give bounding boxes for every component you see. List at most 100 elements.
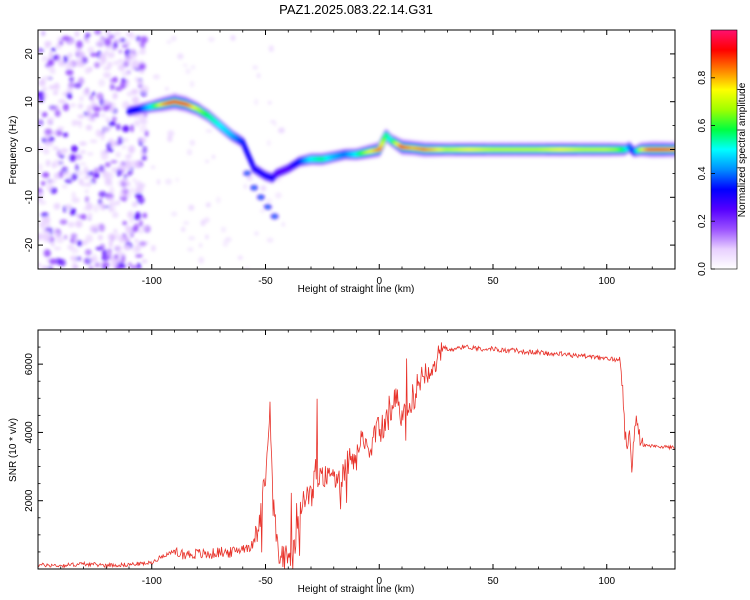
noise-speckle	[140, 137, 147, 144]
snr-x-label: Height of straight line (km)	[298, 584, 415, 595]
noise-speckle	[63, 55, 68, 64]
noise-speckle	[275, 192, 282, 199]
noise-speckle	[75, 40, 83, 49]
noise-speckle	[207, 202, 211, 208]
noise-speckle	[98, 202, 105, 210]
noise-speckle	[75, 220, 83, 228]
noise-speckle	[68, 76, 75, 83]
noise-speckle	[100, 132, 105, 141]
noise-speckle	[52, 146, 59, 151]
ridge-cell	[244, 151, 250, 154]
noise-speckle	[69, 207, 74, 216]
noise-speckle	[138, 220, 143, 227]
noise-speckle	[67, 82, 76, 89]
ridge-cell	[272, 173, 278, 177]
noise-speckle	[59, 154, 65, 159]
ridge-branch-cell	[258, 195, 263, 199]
noise-speckle	[114, 245, 122, 251]
noise-speckle	[48, 117, 56, 121]
noise-speckle	[256, 73, 261, 79]
noise-speckle	[126, 91, 134, 97]
noise-speckle	[182, 63, 188, 67]
noise-speckle	[104, 105, 110, 110]
noise-speckle	[41, 181, 46, 186]
noise-speckle	[122, 125, 130, 133]
noise-speckle	[110, 160, 118, 164]
y-tick-label: 10	[24, 96, 35, 108]
noise-speckle	[38, 48, 45, 53]
noise-speckle	[265, 198, 273, 204]
noise-speckle	[99, 164, 105, 173]
noise-speckle	[38, 200, 47, 205]
noise-speckle	[49, 106, 57, 112]
noise-speckle	[138, 241, 147, 246]
y-tick-label: -10	[24, 190, 35, 205]
noise-speckle	[71, 197, 80, 204]
noise-speckle	[52, 55, 58, 60]
noise-speckle	[132, 178, 137, 182]
noise-speckle	[187, 247, 194, 252]
x-tick-label: 0	[376, 276, 382, 287]
noise-speckle	[94, 111, 100, 118]
noise-speckle	[167, 130, 175, 137]
noise-speckle	[94, 262, 101, 268]
noise-speckle	[208, 37, 215, 42]
snr-y-label: SNR (10 * v/v)	[8, 418, 19, 482]
noise-speckle	[67, 62, 74, 67]
noise-speckle	[266, 237, 274, 243]
noise-speckle	[75, 256, 82, 262]
ridge-cell	[250, 164, 256, 167]
noise-speckle	[109, 141, 116, 148]
x-tick-label: 50	[487, 276, 499, 287]
noise-speckle	[156, 179, 161, 185]
noise-speckle	[254, 98, 259, 106]
noise-speckle	[125, 226, 132, 235]
noise-speckle	[142, 212, 147, 219]
noise-speckle	[106, 61, 113, 68]
noise-speckle	[115, 257, 123, 263]
noise-speckle	[80, 213, 87, 220]
noise-speckle	[79, 95, 84, 102]
y-tick-label: 2000	[24, 489, 35, 512]
noise-speckle	[94, 62, 100, 69]
noise-speckle	[133, 120, 141, 127]
noise-speckle	[139, 124, 148, 133]
noise-speckle	[54, 258, 63, 265]
noise-speckle	[94, 30, 102, 35]
noise-speckle	[72, 257, 77, 266]
ridge-branch-cell	[252, 186, 257, 190]
noise-speckle	[122, 235, 130, 243]
noise-speckle	[81, 56, 88, 64]
noise-speckle	[104, 50, 109, 55]
noise-speckle	[62, 103, 70, 112]
noise-speckle	[198, 243, 203, 248]
noise-speckle	[65, 69, 74, 76]
noise-speckle	[56, 149, 61, 158]
colorbar: 0.0 0.2 0.4 0.6 0.8 Normalized spectral ampl…	[697, 29, 748, 276]
noise-speckle	[119, 81, 127, 89]
ridge-branch-cell	[265, 205, 270, 209]
noise-speckle	[110, 102, 116, 108]
noise-speckle	[48, 85, 56, 90]
noise-speckle	[67, 221, 75, 228]
noise-speckle	[42, 56, 51, 61]
noise-speckle	[38, 119, 44, 126]
noise-speckle	[84, 189, 89, 194]
noise-speckle	[104, 128, 109, 133]
noise-speckle	[99, 97, 105, 107]
noise-speckle	[84, 175, 90, 180]
noise-speckle	[62, 171, 72, 178]
noise-speckle	[90, 177, 97, 184]
noise-speckle	[115, 151, 121, 158]
noise-speckle	[270, 120, 276, 124]
x-tick-label: 100	[598, 576, 615, 587]
noise-speckle	[150, 165, 156, 169]
noise-speckle	[56, 235, 64, 244]
noise-speckle	[131, 96, 140, 104]
noise-speckle	[103, 72, 112, 79]
noise-speckle	[188, 204, 195, 211]
noise-speckle	[129, 217, 134, 224]
noise-speckle	[77, 77, 85, 85]
noise-speckle	[107, 233, 116, 241]
